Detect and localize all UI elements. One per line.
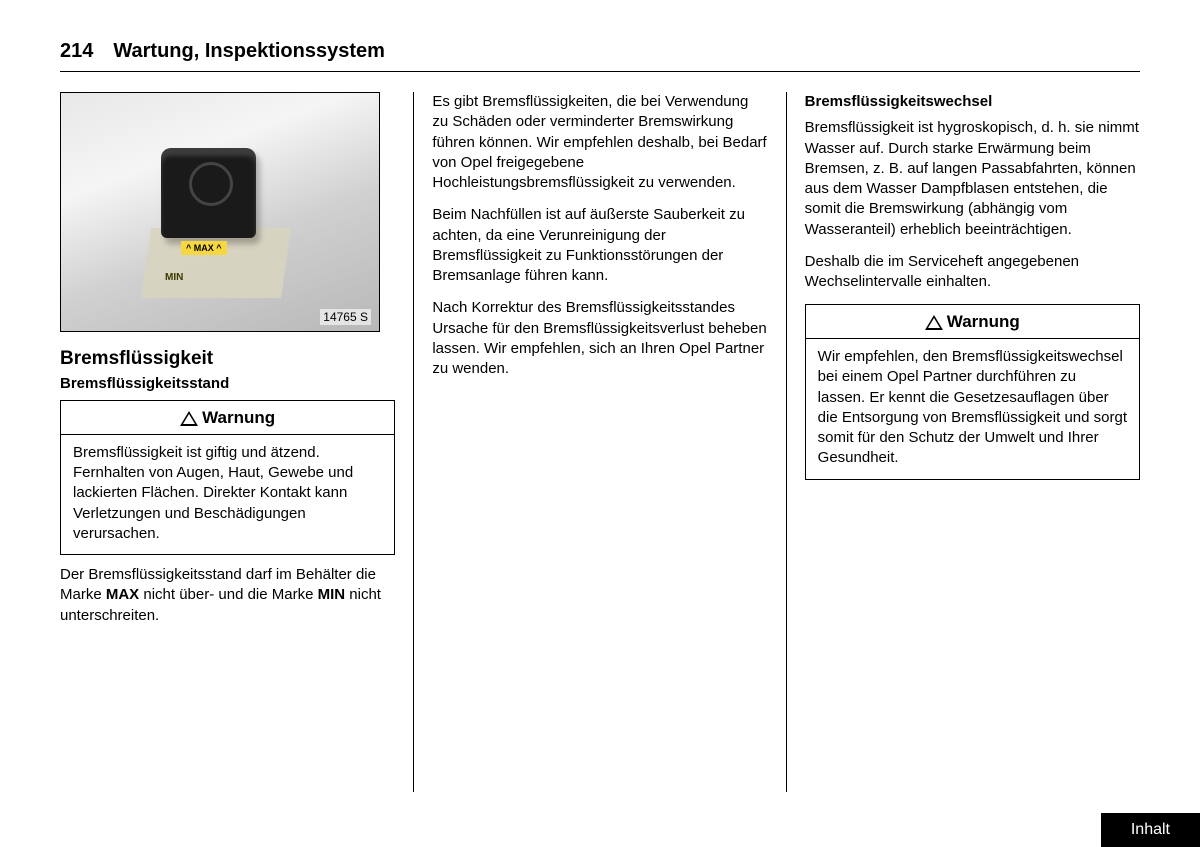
column-1: ^ MAX ^ MIN 14765 S Bremsflüssigkeit Bre… bbox=[60, 92, 413, 792]
column-3: Bremsflüssigkeitswechsel Bremsflüssigkei… bbox=[787, 92, 1140, 792]
warning-body-1: Bremsflüssigkeit ist giftig und ätzend. … bbox=[61, 435, 394, 554]
illustration-number: 14765 S bbox=[320, 309, 371, 325]
section-heading-bremsfluessigkeit: Bremsflüssigkeit bbox=[60, 346, 395, 372]
page-number: 214 bbox=[60, 40, 93, 63]
col3-para-2: Deshalb die im Serviceheft angegebenen W… bbox=[805, 252, 1140, 293]
contents-button[interactable]: Inhalt bbox=[1101, 813, 1200, 847]
warning-icon bbox=[925, 315, 943, 330]
para-level-limits: Der Bremsflüssigkeitsstand darf im Behäl… bbox=[60, 565, 395, 626]
column-2: Es gibt Bremsflüssigkeiten, die bei Verw… bbox=[413, 92, 786, 792]
warning-body-2: Wir empfehlen, den Bremsflüssigkeitswech… bbox=[806, 339, 1139, 479]
max-label: MAX bbox=[106, 586, 139, 603]
warning-label: Warnung bbox=[947, 311, 1020, 334]
col2-para-2: Beim Nachfüllen ist auf äußerste Sauberk… bbox=[432, 205, 767, 286]
warning-icon bbox=[180, 411, 198, 426]
warning-title-2: Warnung bbox=[806, 305, 1139, 339]
warning-box-1: Warnung Bremsflüssigkeit ist giftig und … bbox=[60, 400, 395, 555]
illustration-min-label: MIN bbox=[165, 271, 183, 285]
min-label: MIN bbox=[318, 586, 346, 603]
page-title: Wartung, Inspektionssystem bbox=[113, 40, 385, 63]
text-fragment: nicht über- und die Marke bbox=[139, 586, 317, 603]
content-columns: ^ MAX ^ MIN 14765 S Bremsflüssigkeit Bre… bbox=[60, 92, 1140, 792]
col2-para-3: Nach Korrektur des Bremsflüssigkeitsstan… bbox=[432, 298, 767, 379]
warning-label: Warnung bbox=[202, 407, 275, 430]
warning-title-1: Warnung bbox=[61, 401, 394, 435]
warning-box-2: Warnung Wir empfehlen, den Bremsflüssigk… bbox=[805, 304, 1140, 479]
page-header: 214 Wartung, Inspektionssystem bbox=[60, 40, 1140, 72]
col3-para-1: Bremsflüssigkeit ist hygroskopisch, d. h… bbox=[805, 118, 1140, 240]
illustration-max-label: ^ MAX ^ bbox=[181, 241, 227, 255]
subheading-stand: Bremsflüssigkeitsstand bbox=[60, 374, 395, 394]
col2-para-1: Es gibt Bremsflüssigkeiten, die bei Verw… bbox=[432, 92, 767, 193]
subheading-wechsel: Bremsflüssigkeitswechsel bbox=[805, 92, 1140, 112]
brake-fluid-illustration: ^ MAX ^ MIN 14765 S bbox=[60, 92, 380, 332]
